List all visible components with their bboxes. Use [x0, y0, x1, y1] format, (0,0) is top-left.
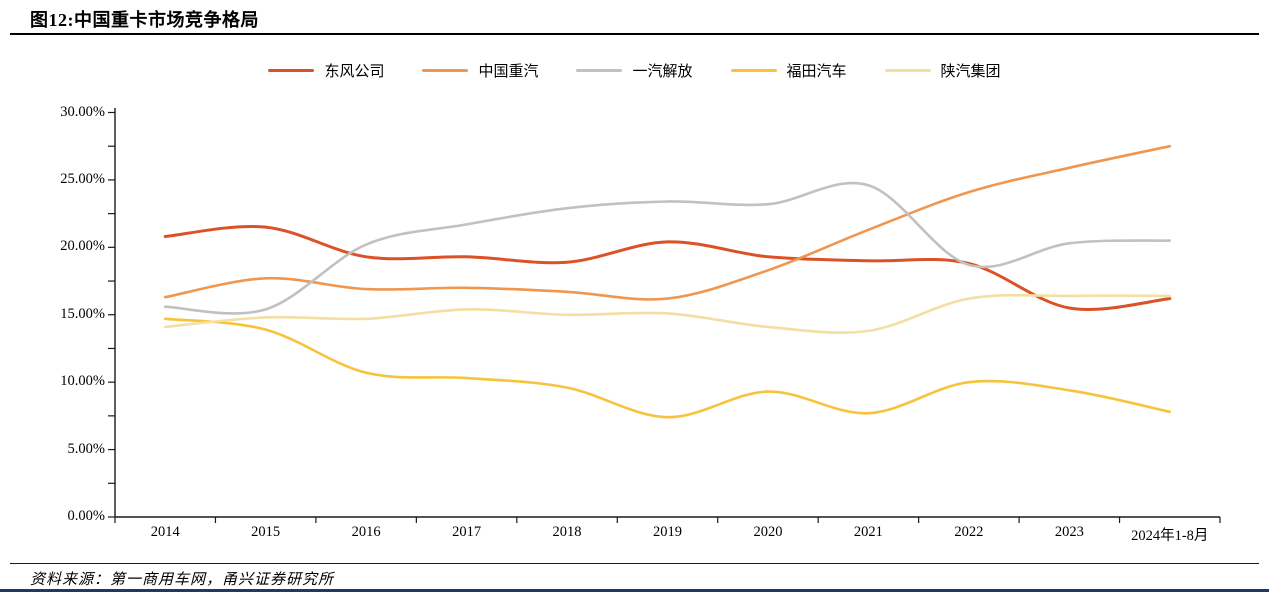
- legend-line-swatch: [730, 69, 777, 72]
- x-tick-label: 2022: [954, 524, 984, 540]
- chart-canvas: [108, 108, 1221, 523]
- series-line-3: [163, 317, 1172, 419]
- series-line-1: [163, 144, 1172, 301]
- legend-item: 一汽解放: [576, 60, 693, 81]
- source-divider: [10, 563, 1259, 564]
- legend-label: 一汽解放: [632, 64, 693, 80]
- x-tick-label: 2019: [653, 524, 682, 540]
- title-divider: [10, 33, 1259, 35]
- y-tick-label: 5.00%: [67, 440, 105, 457]
- y-tick-label: 10.00%: [60, 373, 105, 390]
- legend-line-swatch: [268, 69, 315, 72]
- y-tick-label: 0.00%: [67, 508, 105, 524]
- legend-line-swatch: [884, 69, 931, 72]
- x-tick-label: 2021: [853, 524, 883, 540]
- figure-title: 图12:中国重卡市场竞争格局: [30, 10, 259, 30]
- legend-item: 中国重汽: [422, 60, 538, 81]
- x-tick-label: 2017: [452, 524, 482, 540]
- legend-item: 福田汽车: [730, 60, 847, 81]
- y-tick-label: 30.00%: [60, 103, 105, 120]
- x-tick-label: 2015: [251, 524, 281, 540]
- footer-accent-bar: [0, 589, 1269, 592]
- legend-item: 陕汽集团: [884, 60, 1001, 81]
- chart-legend: 东风公司 中国重汽 一汽解放 福田汽车 陕汽集团: [0, 60, 1269, 81]
- source-note: 资料来源：第一商用车网，甬兴证券研究所: [30, 572, 335, 588]
- series-line-4: [163, 293, 1172, 334]
- legend-line-swatch: [576, 69, 623, 72]
- legend-item: 东风公司: [268, 60, 384, 81]
- legend-line-swatch: [422, 69, 469, 72]
- x-tick-label: 2016: [351, 524, 381, 540]
- legend-label: 陕汽集团: [940, 64, 1001, 80]
- x-tick-label: 2020: [753, 524, 783, 540]
- x-tick-label: 2018: [552, 524, 582, 540]
- y-tick-label: 15.00%: [60, 305, 105, 322]
- series-line-0: [163, 225, 1172, 311]
- y-tick-label: 25.00%: [60, 170, 105, 187]
- x-tick-label: 2024年1-8月: [1131, 528, 1209, 544]
- y-tick-label: 20.00%: [60, 238, 105, 255]
- x-tick-label: 2014: [150, 524, 180, 540]
- series-line-2: [163, 181, 1172, 315]
- legend-label: 东风公司: [324, 64, 385, 80]
- legend-label: 福田汽车: [786, 64, 847, 80]
- line-chart: 30.00% 25.00% 20.00% 15.00% 10.00% 5.00% 0.00%…: [0, 100, 1269, 570]
- legend-label: 中国重汽: [478, 64, 539, 80]
- x-tick-label: 2023: [1054, 524, 1084, 540]
